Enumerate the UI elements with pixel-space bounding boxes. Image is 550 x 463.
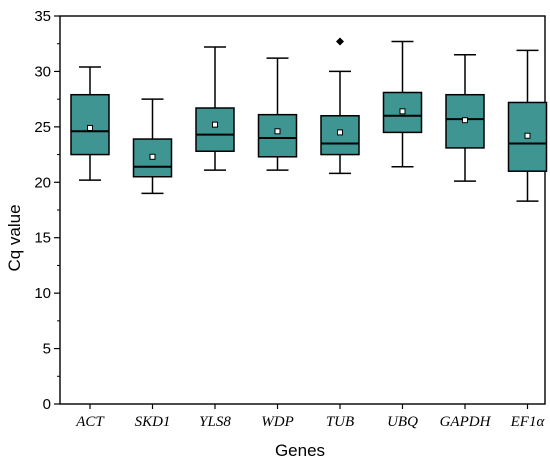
y-tick-label: 10 (34, 285, 51, 302)
mean-marker (87, 124, 93, 131)
y-tick-label: 5 (43, 341, 51, 358)
mean-marker (524, 132, 531, 139)
mean-marker (212, 121, 218, 128)
mean-marker (149, 153, 156, 160)
x-tick-label: GAPDH (440, 414, 492, 430)
mean-marker (399, 108, 406, 115)
mean-marker (274, 128, 281, 135)
x-tick-label: YLS8 (199, 414, 231, 430)
y-tick-label: 15 (34, 230, 51, 247)
x-tick-label: ACT (75, 414, 105, 430)
box-wdp (257, 113, 298, 158)
y-tick-label: 20 (34, 174, 51, 191)
x-tick-label: SKD1 (135, 414, 171, 430)
plot-frame (59, 15, 546, 405)
plot-area: 0 5 10 15 20 25 30 35 ACT SKD1 YLS8 WDP TUB UBQ GAPDH E… (34, 8, 548, 430)
mean-marker (462, 117, 468, 124)
y-tick-label: 0 (43, 396, 51, 413)
y-tick-label: 25 (34, 119, 51, 136)
x-axis-title: Genes (275, 441, 325, 460)
x-tick-label: WDP (261, 414, 294, 430)
x-tick-label: EF1α (510, 414, 546, 430)
y-axis-title: Cq value (5, 204, 24, 271)
x-tick-label: TUB (326, 414, 354, 430)
box-gapdh (445, 93, 485, 149)
box-yls8 (195, 107, 235, 152)
box-act (70, 93, 110, 156)
outlier-point (336, 37, 344, 46)
y-tick-label: 35 (34, 8, 51, 25)
y-tick-label: 30 (34, 63, 51, 80)
x-tick-label: UBQ (387, 414, 418, 430)
mean-marker (337, 129, 343, 136)
